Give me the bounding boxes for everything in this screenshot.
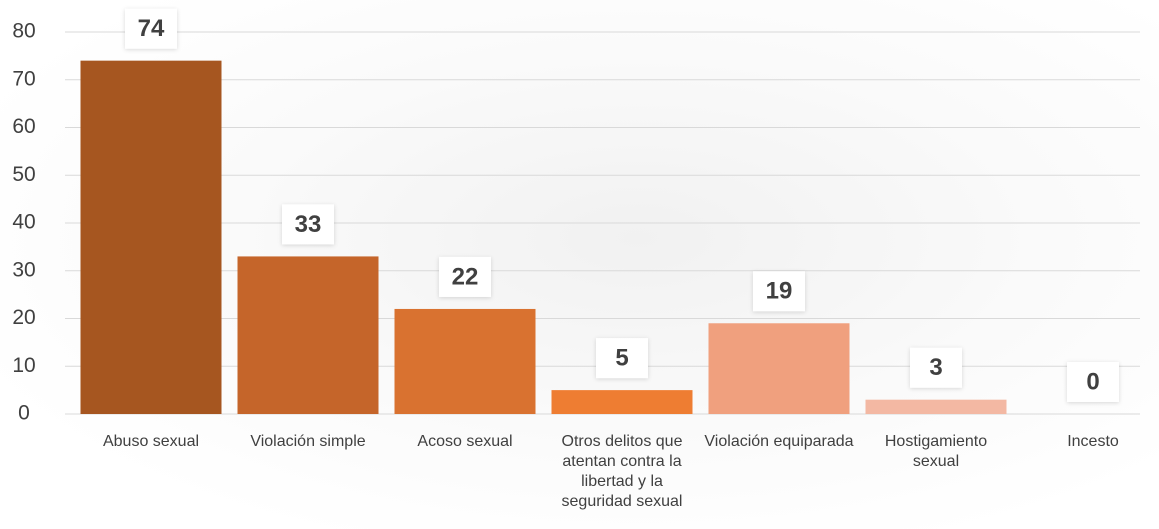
value-label-box <box>125 8 177 49</box>
value-label-box <box>753 271 805 312</box>
y-tick-label: 50 <box>12 163 35 186</box>
value-label-box <box>1067 362 1119 402</box>
value-label-box <box>596 338 648 379</box>
y-tick-label: 60 <box>12 115 35 138</box>
bar <box>551 390 693 414</box>
x-tick-label: Hostigamiento sexual <box>884 433 988 470</box>
x-tick-label: Otros delitos que atentan contra la libe… <box>561 433 683 510</box>
x-tick-label: Violación simple <box>250 433 366 450</box>
y-tick-label: 70 <box>12 67 35 90</box>
bar <box>708 323 850 414</box>
value-label: 22 <box>452 263 479 290</box>
x-tick-label: Violación equiparada <box>704 433 854 450</box>
value-label: 0 <box>1086 368 1099 395</box>
y-tick-label: 0 <box>18 402 30 425</box>
value-label: 19 <box>766 278 793 305</box>
value-label-box <box>439 256 491 297</box>
y-tick-label: 20 <box>12 306 35 329</box>
y-tick-label: 40 <box>12 211 35 234</box>
x-tick-label: Incesto <box>1067 433 1119 450</box>
x-tick-label: Abuso sexual <box>102 433 200 450</box>
value-label: 33 <box>295 211 322 238</box>
bar <box>394 308 536 414</box>
y-tick-label: 10 <box>12 354 35 377</box>
bar <box>80 60 222 415</box>
x-tick-label: Acoso sexual <box>417 433 513 450</box>
bar <box>865 399 1007 414</box>
value-label: 5 <box>615 344 628 371</box>
bar <box>237 256 379 414</box>
y-tick-label: 30 <box>12 258 35 281</box>
value-label-box <box>910 347 962 388</box>
value-label: 74 <box>138 15 165 42</box>
value-label-box <box>282 204 334 245</box>
y-tick-label: 80 <box>12 20 35 43</box>
value-label: 3 <box>929 354 942 381</box>
